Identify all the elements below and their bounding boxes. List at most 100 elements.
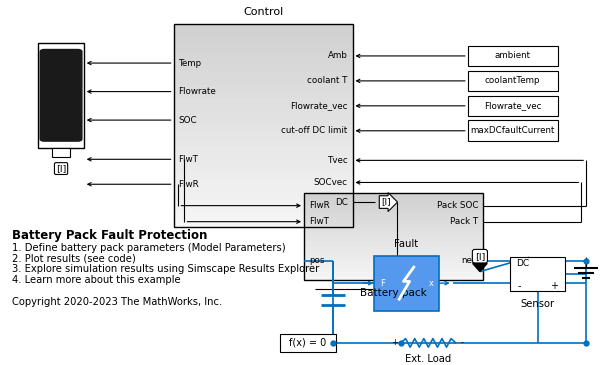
Bar [304,233,483,237]
Bar [173,112,353,119]
Text: +: + [550,281,558,291]
Bar [173,139,353,146]
Bar [173,51,353,58]
Text: Pack T: Pack T [450,217,478,226]
Bar [304,263,483,268]
Bar [304,268,483,272]
Bar [173,98,353,105]
Text: FlwT: FlwT [178,155,198,164]
Bar [280,334,336,352]
Bar [304,237,483,241]
Bar [173,200,353,207]
Text: neg: neg [461,256,478,265]
Text: Control: Control [243,7,283,18]
Bar [173,187,353,193]
Bar [304,197,483,202]
Bar [304,228,483,233]
Text: Flowrate_vec: Flowrate_vec [484,101,542,110]
Text: Flowrate_vec: Flowrate_vec [290,101,348,110]
Bar [304,272,483,276]
Bar [173,193,353,200]
Text: 2. Plot results (see code): 2. Plot results (see code) [12,254,136,264]
Bar [173,220,353,227]
Text: Ext. Load: Ext. Load [405,354,452,364]
Text: x: x [428,278,434,288]
Bar [173,71,353,78]
Bar [173,65,353,71]
Text: FlwR: FlwR [309,201,330,210]
Text: DC: DC [516,259,530,268]
Bar [173,58,353,65]
Bar [173,44,353,51]
Bar [173,85,353,92]
Bar [173,37,353,44]
Bar [44,52,78,139]
Bar [173,207,353,214]
Bar [510,257,565,291]
Text: pos: pos [309,256,324,265]
Bar [468,70,558,91]
Bar [304,219,483,224]
FancyBboxPatch shape [40,49,83,142]
Polygon shape [472,264,487,272]
Bar [304,206,483,211]
Bar [304,193,483,197]
Text: Temp: Temp [178,58,202,68]
Bar [173,105,353,112]
Bar [173,92,353,98]
Text: cut-off DC limit: cut-off DC limit [282,126,348,135]
Text: Battery pack: Battery pack [360,288,427,297]
Bar [304,224,483,228]
Bar [374,255,439,311]
Bar [304,254,483,259]
Bar [173,180,353,187]
Bar [304,276,483,280]
Text: Sensor: Sensor [520,299,554,309]
Text: coolantTemp: coolantTemp [485,76,541,85]
Bar [173,153,353,159]
Text: FlwR: FlwR [178,180,199,189]
Text: -: - [460,338,463,347]
Bar [304,259,483,263]
Text: [I]: [I] [475,252,485,261]
Text: maxDCfaultCurrent: maxDCfaultCurrent [471,126,555,135]
Text: Tvec: Tvec [327,156,348,165]
Bar [173,166,353,173]
Bar [173,24,353,227]
Bar [173,126,353,132]
Bar [468,46,558,66]
Bar [304,215,483,219]
Bar [304,211,483,215]
Text: FlwT: FlwT [309,217,329,226]
Text: 1. Define battery pack parameters (Model Parameters): 1. Define battery pack parameters (Model… [12,243,285,253]
Text: Flowrate: Flowrate [178,87,216,96]
Bar [173,31,353,37]
Bar [304,193,483,280]
Text: SOC: SOC [178,116,197,124]
Text: 4. Learn more about this example: 4. Learn more about this example [12,275,180,285]
Bar [304,202,483,206]
Text: DC: DC [335,197,348,207]
Bar [468,120,558,141]
Text: coolant T: coolant T [307,76,348,85]
Bar [173,173,353,180]
Bar [173,78,353,85]
Bar [173,24,353,31]
Bar [173,159,353,166]
Bar [173,214,353,220]
Text: +: + [392,338,398,347]
Text: Battery Pack Fault Protection: Battery Pack Fault Protection [12,229,207,242]
Text: -: - [517,281,521,291]
Text: SOCvec: SOCvec [314,178,348,187]
Bar [304,250,483,254]
Bar [173,119,353,126]
Text: F: F [380,278,385,288]
Bar [173,146,353,153]
Text: 3. Explore simulation results using Simscape Results Explorer: 3. Explore simulation results using Sims… [12,265,319,274]
Bar [304,246,483,250]
Text: Fault: Fault [395,239,418,249]
Text: Amb: Amb [328,51,348,61]
Text: ambient: ambient [495,51,531,61]
Bar [304,241,483,246]
Text: Pack SOC: Pack SOC [437,201,478,210]
